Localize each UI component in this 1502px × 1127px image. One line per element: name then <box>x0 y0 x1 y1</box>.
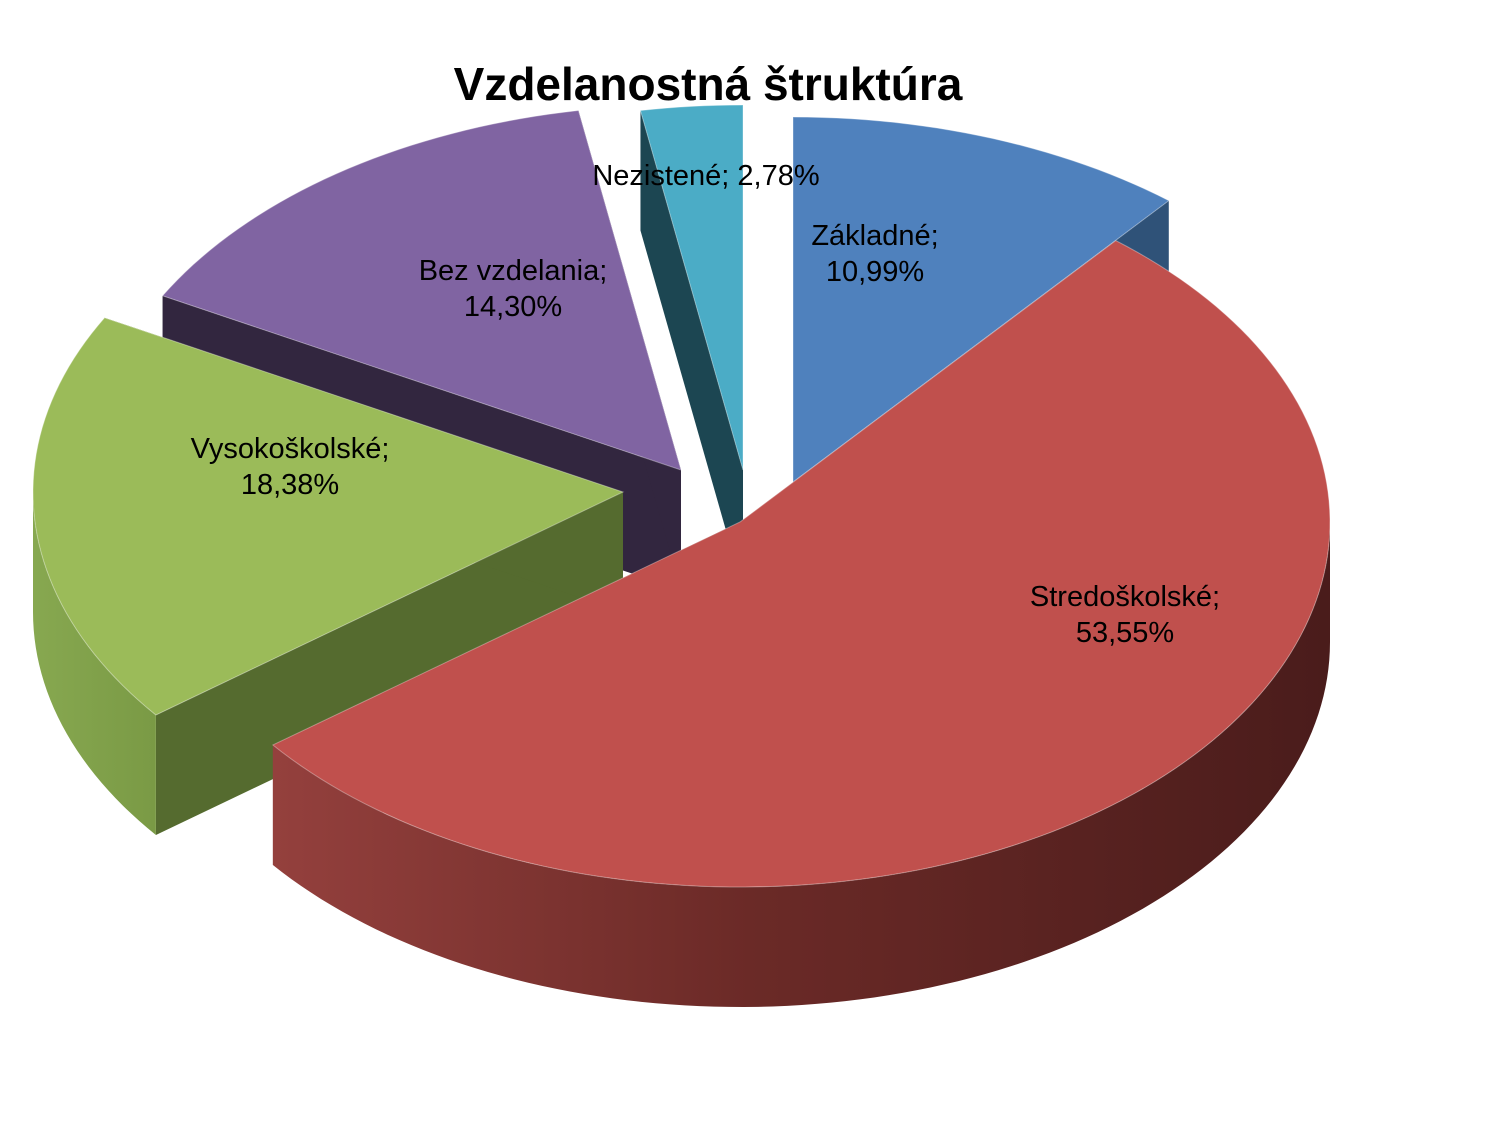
slice-side <box>272 522 1331 1007</box>
slice-top <box>792 116 1170 483</box>
pie-slice-vysokoškolské <box>32 317 625 835</box>
data-labels: Základné; 10,99% Stredoškolské; 53,55% Vysok… <box>191 160 1220 649</box>
pie-slice-nezistené <box>639 104 744 591</box>
slice-top <box>639 104 744 471</box>
data-label-stredoškolské: Stredoškolské; 53,55% <box>1030 581 1220 649</box>
pie-slice-stredoškolské <box>271 240 1331 1007</box>
pie-slices <box>32 104 1331 1007</box>
slice-top <box>161 110 682 471</box>
data-label-základné: Základné; 10,99% <box>811 220 938 288</box>
data-label-bez-vzdelania: Bez vzdelania; 14,30% <box>419 255 608 323</box>
data-label-nezistené: Nezistené; 2,78% <box>592 160 819 192</box>
data-label-vysokoškolské: Vysokoškolské; 18,38% <box>191 433 390 501</box>
slice-wall <box>155 492 623 835</box>
slice-wall <box>640 110 743 591</box>
slice-side <box>33 492 156 835</box>
chart-title: Vzdelanostná štruktúra <box>454 58 963 110</box>
slice-top <box>32 317 625 716</box>
slice-top <box>271 240 1331 888</box>
